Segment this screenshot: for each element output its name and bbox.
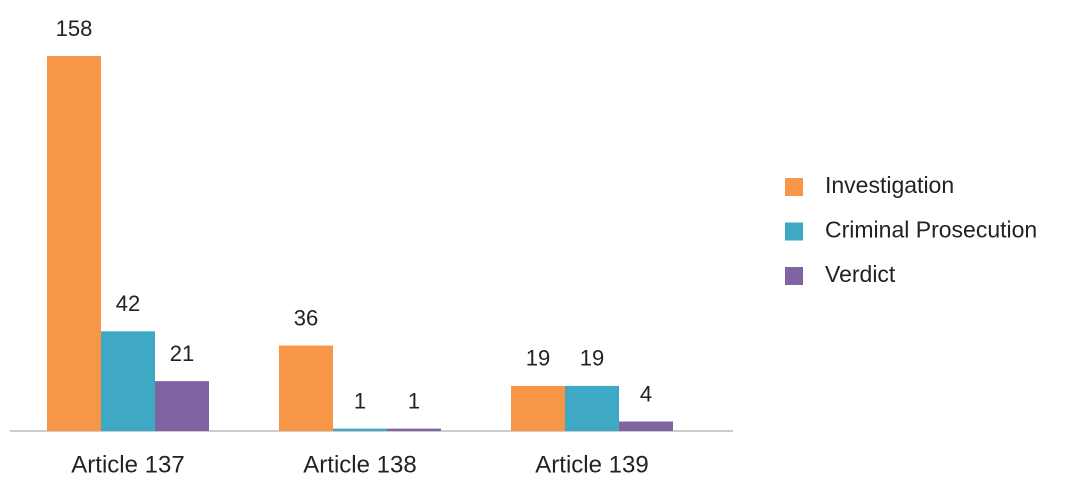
bar [47,56,101,431]
legend-swatch [785,267,803,285]
bar [565,385,619,431]
category-label: Article 137 [71,451,184,478]
bar [511,385,565,431]
value-label: 36 [294,305,318,330]
legend-label: Criminal Prosecution [825,217,1037,243]
bar [101,331,155,431]
legend-label: Verdict [825,261,896,287]
value-label: 1 [408,388,420,413]
value-label: 4 [640,381,652,406]
bar [387,428,441,431]
legend-swatch [785,178,803,196]
category-label: Article 138 [303,451,416,478]
value-label: 19 [580,346,604,371]
value-label: 19 [526,346,550,371]
value-label: 158 [56,16,93,41]
category-label: Article 139 [535,451,648,478]
bar [279,345,333,431]
value-label: 21 [170,341,194,366]
value-label: 42 [116,291,140,316]
bar [619,421,673,431]
value-label: 1 [354,388,366,413]
bar [333,428,387,431]
bar [155,381,209,431]
legend-swatch [785,222,803,241]
legend-label: Investigation [825,172,954,198]
